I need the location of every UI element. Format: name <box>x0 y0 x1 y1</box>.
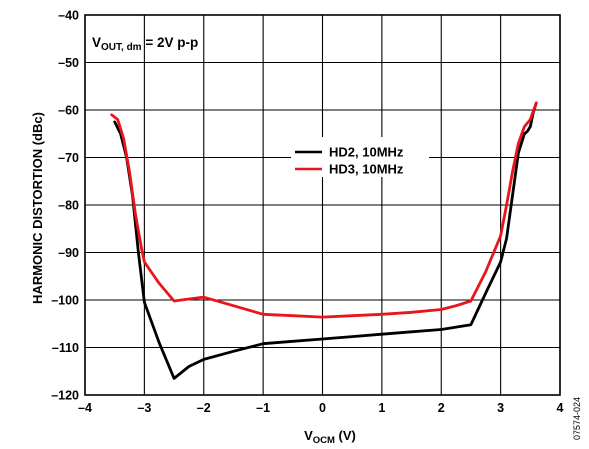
x-tick-label: –1 <box>256 401 270 415</box>
legend-label-hd3: HD3, 10MHz <box>329 162 404 177</box>
legend-label-hd2: HD2, 10MHz <box>329 145 404 160</box>
y-tick-label: –110 <box>52 341 79 355</box>
hd2-series-line <box>113 101 538 380</box>
x-tick-label: –2 <box>197 401 211 415</box>
figure-id: 07574-024 <box>572 397 582 440</box>
x-tick-label: –4 <box>78 401 92 415</box>
y-tick-label: –90 <box>58 246 79 260</box>
y-tick-label: –60 <box>58 104 79 118</box>
plot-frame <box>84 14 561 396</box>
legend-box <box>291 137 429 177</box>
x-axis-label: VOCM (V) <box>304 428 356 446</box>
y-tick-label: –70 <box>58 151 79 165</box>
annotation-subscript-out: OUT <box>101 42 122 53</box>
x-axis-label-unit: (V) <box>335 428 356 443</box>
legend: HD2, 10MHz HD3, 10MHz <box>291 137 429 177</box>
y-tick-label: –50 <box>58 56 79 70</box>
y-tick-label: –100 <box>51 294 79 308</box>
x-axis-label-main: V <box>304 428 313 443</box>
annotation-value: = 2V p-p <box>142 35 199 50</box>
y-axis-label: HARMONIC DISTORTION (dBc) <box>30 112 45 304</box>
x-axis-label-subscript: OCM <box>313 435 335 446</box>
x-tick-label: 2 <box>438 401 445 415</box>
annotation-main: V <box>92 35 101 50</box>
x-tick-label: 0 <box>319 401 326 415</box>
series-lines <box>110 101 538 380</box>
x-tick-label: 4 <box>557 401 564 415</box>
condition-annotation: VOUT, dm = 2V p-p <box>92 35 198 53</box>
hd3-series-line <box>110 101 538 319</box>
tick-labels: –4 –3 –2 –1 0 1 2 3 4 –120 –110 –100 –90 –80 –70 –60 –50… <box>51 9 563 416</box>
y-tick-label: –120 <box>51 389 79 403</box>
y-tick-label: –40 <box>58 9 79 23</box>
x-tick-label: –3 <box>137 401 151 415</box>
x-tick-label: 3 <box>497 401 504 415</box>
annotation-subscript-dm: dm <box>127 42 142 53</box>
x-tick-label: 1 <box>378 401 385 415</box>
y-tick-label: –80 <box>58 199 79 213</box>
annotation-separator: , <box>121 42 127 53</box>
